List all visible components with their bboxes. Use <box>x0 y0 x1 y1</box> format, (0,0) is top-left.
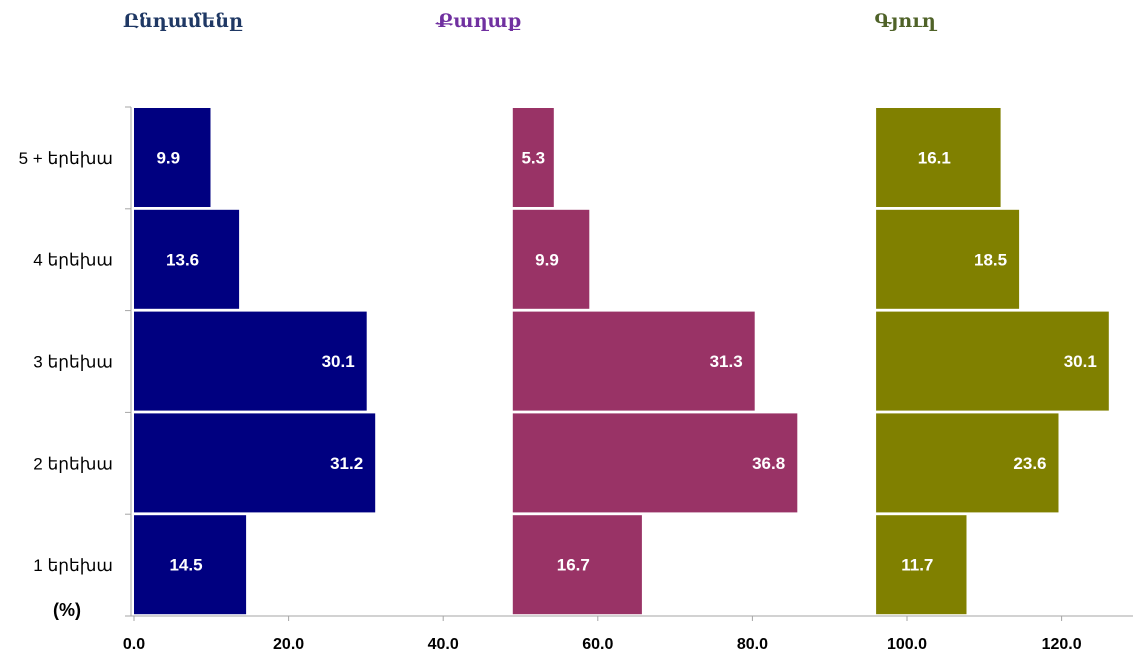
data-label-2-0: 11.7 <box>901 556 933 575</box>
bar-1-1 <box>512 413 798 513</box>
category-label-1: 2 երեխա <box>33 454 113 473</box>
bar-0-4 <box>134 108 211 207</box>
series-title-1: Քաղաք <box>435 10 522 32</box>
category-label-0: 1 երեխա <box>33 556 113 575</box>
category-label-4: 5 + երեխա <box>19 149 113 168</box>
x-tick-label-3: 60.0 <box>582 636 613 653</box>
bar-2-0 <box>876 515 967 615</box>
bars: 14.5 31.2 30.1 13.6 9.9 16.7 36.8 31.3 9.9 5.3 11.… <box>134 108 1109 615</box>
bar-1-0 <box>512 515 642 615</box>
data-label-0-2: 30.1 <box>322 352 355 371</box>
series-title-2: Գյուղ <box>874 10 937 32</box>
data-label-2-2: 30.1 <box>1064 352 1097 371</box>
bar-1-4 <box>512 108 554 207</box>
x-tick-label-4: 80.0 <box>737 636 768 653</box>
x-ticks: 0.0 20.0 40.0 60.0 80.0 100.0 120.0 <box>123 616 1082 653</box>
data-label-2-3: 18.5 <box>974 250 1007 269</box>
bar-2-2 <box>876 311 1109 411</box>
unit-label: (%) <box>53 600 81 620</box>
bar-1-2 <box>512 311 755 411</box>
data-label-1-0: 16.7 <box>557 556 590 575</box>
series-title-0: Ընդամենը <box>123 10 243 32</box>
axes <box>125 106 1133 617</box>
bar-0-1 <box>134 413 376 513</box>
data-label-2-4: 16.1 <box>918 149 951 168</box>
category-labels: 1 երեխա 2 երեխա 3 երեխա 4 երեխա 5 + երեխա <box>19 149 113 575</box>
data-label-0-1: 31.2 <box>330 454 363 473</box>
data-label-1-2: 31.3 <box>710 352 743 371</box>
data-label-0-4: 9.9 <box>156 149 180 168</box>
series-titles: Ընդամենը Քաղաք Գյուղ <box>123 10 938 32</box>
x-tick-label-6: 120.0 <box>1042 636 1082 653</box>
bar-1-3 <box>512 209 590 309</box>
data-label-1-4: 5.3 <box>521 149 545 168</box>
data-label-2-1: 23.6 <box>1013 454 1046 473</box>
bar-0-2 <box>134 311 367 411</box>
bar-0-0 <box>134 515 247 615</box>
data-label-0-0: 14.5 <box>169 556 202 575</box>
bar-2-3 <box>876 209 1020 309</box>
data-label-1-3: 9.9 <box>535 250 559 269</box>
category-label-2: 3 երեխա <box>33 353 113 372</box>
bar-2-1 <box>876 413 1059 513</box>
bar-2-4 <box>876 108 1001 207</box>
x-tick-label-0: 0.0 <box>123 636 145 653</box>
x-tick-label-2: 40.0 <box>428 636 459 653</box>
category-label-3: 4 երեխա <box>33 251 113 270</box>
data-label-1-1: 36.8 <box>752 454 785 473</box>
data-label-0-3: 13.6 <box>166 250 199 269</box>
bar-0-3 <box>134 209 240 309</box>
x-tick-label-5: 100.0 <box>887 636 927 653</box>
x-tick-label-1: 20.0 <box>273 636 304 653</box>
